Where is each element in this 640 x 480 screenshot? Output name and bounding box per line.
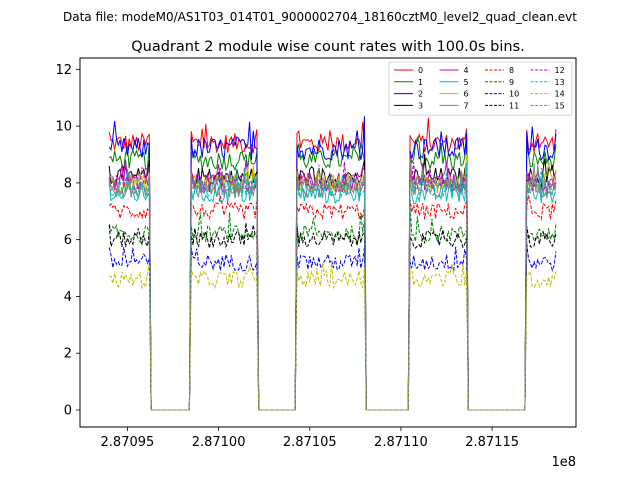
y-tick-label: 4	[64, 290, 72, 305]
series-line-0	[108, 117, 557, 411]
series-line-10	[108, 243, 557, 411]
legend-box	[388, 61, 573, 116]
y-tick-label: 0	[64, 403, 72, 418]
legend-label-8: 8	[509, 66, 514, 75]
y-tick-label: 8	[64, 176, 72, 191]
y-tick-label: 6	[64, 233, 72, 248]
series-layer	[108, 116, 557, 411]
y-tick-label: 12	[55, 63, 72, 78]
legend-label-0: 0	[418, 66, 423, 75]
series-line-15	[108, 164, 557, 411]
legend-label-14: 14	[555, 90, 565, 99]
chart-suptitle: Data file: modeM0/AS1T03_014T01_90000027…	[63, 10, 577, 24]
series-line-5	[108, 168, 557, 411]
chart-title: Quadrant 2 module wise count rates with …	[131, 39, 525, 55]
x-axis: 2.87095 2.87100 2.87105 2.87110 2.87115	[101, 427, 519, 450]
legend-label-10: 10	[509, 90, 519, 99]
series-line-9	[108, 206, 557, 411]
x-scale-label: 1e8	[551, 455, 576, 470]
plot-frame	[79, 57, 577, 428]
y-tick-label: 2	[64, 347, 72, 362]
legend-label-6: 6	[464, 90, 469, 99]
legend-label-7: 7	[464, 101, 469, 110]
series-line-2	[108, 116, 557, 411]
legend-label-2: 2	[418, 90, 423, 99]
legend-label-5: 5	[464, 78, 469, 87]
legend-label-9: 9	[509, 78, 514, 87]
x-tick-label: 2.87105	[283, 435, 337, 450]
legend-label-3: 3	[418, 101, 423, 110]
legend-label-12: 12	[555, 66, 565, 75]
series-line-11	[108, 222, 557, 411]
series-line-14	[108, 260, 557, 411]
legend-label-4: 4	[464, 66, 469, 75]
legend-label-13: 13	[555, 78, 565, 87]
x-tick-label: 2.87100	[192, 435, 246, 450]
x-tick-label: 2.87095	[101, 435, 155, 450]
legend-label-15: 15	[555, 101, 565, 110]
x-tick-label: 2.87115	[465, 435, 519, 450]
x-tick-label: 2.87110	[374, 435, 428, 450]
series-line-8	[108, 195, 557, 411]
legend-label-1: 1	[418, 78, 423, 87]
legend-label-11: 11	[509, 101, 519, 110]
y-axis: 0 2 4 6 8 10 12	[55, 63, 80, 418]
y-tick-label: 10	[55, 120, 72, 135]
